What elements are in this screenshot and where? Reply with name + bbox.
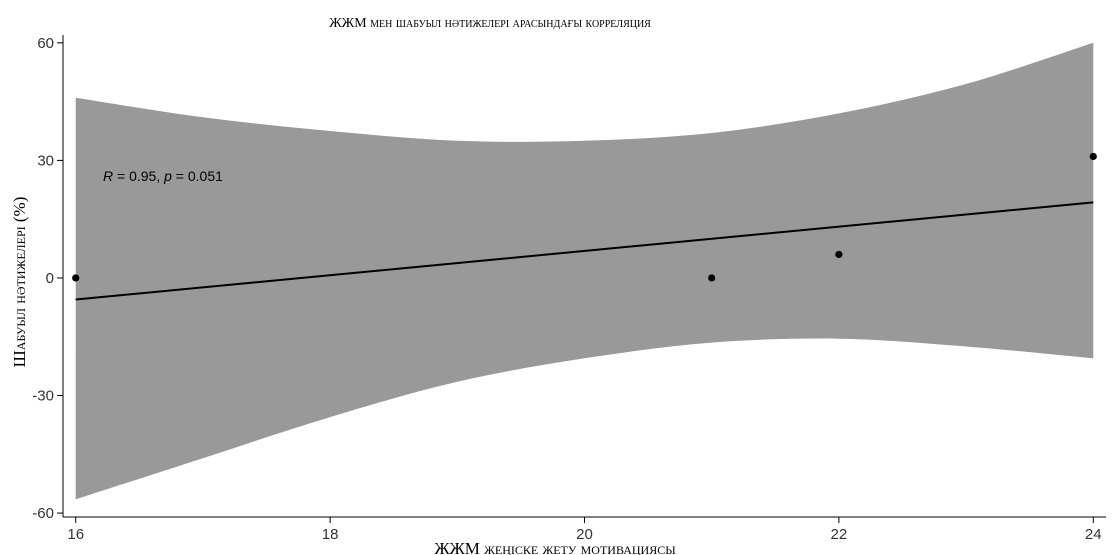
plot-area xyxy=(72,42,1097,500)
y-tick-label: 30 xyxy=(37,152,54,169)
p-label: p xyxy=(163,168,172,184)
data-point xyxy=(1089,152,1097,161)
correlation-annotation: R = 0.95, p = 0.051 xyxy=(103,168,223,184)
y-tick-label: -30 xyxy=(32,388,54,405)
x-tick-label: 18 xyxy=(322,526,339,543)
x-axis-ticks: 16 18 20 22 24 xyxy=(67,517,1102,543)
x-axis-label: ЖЖМ жеңіске жету мотивациясы xyxy=(434,539,676,555)
x-tick-label: 22 xyxy=(831,526,848,543)
data-point xyxy=(835,250,843,259)
regression-line xyxy=(75,201,1094,301)
data-point xyxy=(72,274,80,282)
y-axis-ticks: -60 -30 0 30 60 xyxy=(32,35,63,522)
y-axis-label: Шабуыл нәтижелері (%) xyxy=(10,197,29,368)
y-tick-label: 0 xyxy=(46,270,54,287)
x-tick-label: 20 xyxy=(576,526,593,543)
chart-title: ЖЖМ мен шабуыл нәтижелері арасындағы кор… xyxy=(329,16,651,31)
y-tick-label: -60 xyxy=(32,505,54,522)
p-value: = 0.051 xyxy=(172,168,223,184)
data-points xyxy=(72,152,1097,282)
data-point xyxy=(708,274,716,282)
r-value: = 0.95, xyxy=(113,168,164,184)
x-tick-label: 16 xyxy=(67,526,84,543)
r-label: R xyxy=(103,168,113,184)
y-tick-label: 60 xyxy=(37,35,54,52)
confidence-band xyxy=(75,42,1094,500)
x-tick-label: 24 xyxy=(1085,526,1102,543)
